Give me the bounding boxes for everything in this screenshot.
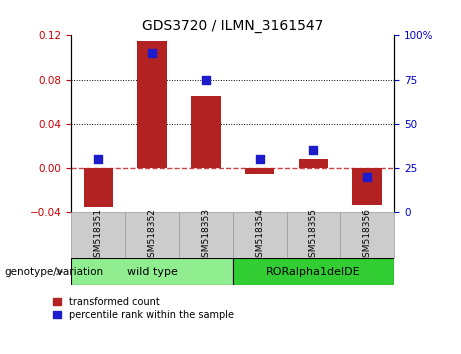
Text: wild type: wild type [127, 267, 177, 277]
Bar [125, 212, 179, 258]
Bar [83, 168, 113, 207]
Text: GSM518354: GSM518354 [255, 208, 264, 263]
Text: GSM518353: GSM518353 [201, 208, 210, 263]
Bar [245, 168, 274, 174]
Bar [233, 212, 287, 258]
Text: GSM518351: GSM518351 [94, 208, 103, 263]
Title: GDS3720 / ILMN_3161547: GDS3720 / ILMN_3161547 [142, 19, 324, 33]
Point [202, 77, 210, 82]
Text: GSM518356: GSM518356 [363, 208, 372, 263]
Legend: transformed count, percentile rank within the sample: transformed count, percentile rank withi… [53, 297, 234, 320]
Bar [287, 212, 340, 258]
Point [310, 148, 317, 153]
Bar [71, 212, 125, 258]
Bar [71, 258, 233, 285]
Point [256, 156, 263, 162]
Bar [299, 159, 328, 168]
Text: GSM518355: GSM518355 [309, 208, 318, 263]
Point [148, 50, 156, 56]
Bar [340, 212, 394, 258]
Bar [137, 41, 167, 168]
Text: genotype/variation: genotype/variation [5, 267, 104, 277]
Text: GSM518352: GSM518352 [148, 208, 157, 263]
Bar [233, 258, 394, 285]
Bar [353, 168, 382, 205]
Point [364, 174, 371, 180]
Point [95, 156, 102, 162]
Bar [179, 212, 233, 258]
Bar [191, 96, 221, 168]
Text: RORalpha1delDE: RORalpha1delDE [266, 267, 361, 277]
